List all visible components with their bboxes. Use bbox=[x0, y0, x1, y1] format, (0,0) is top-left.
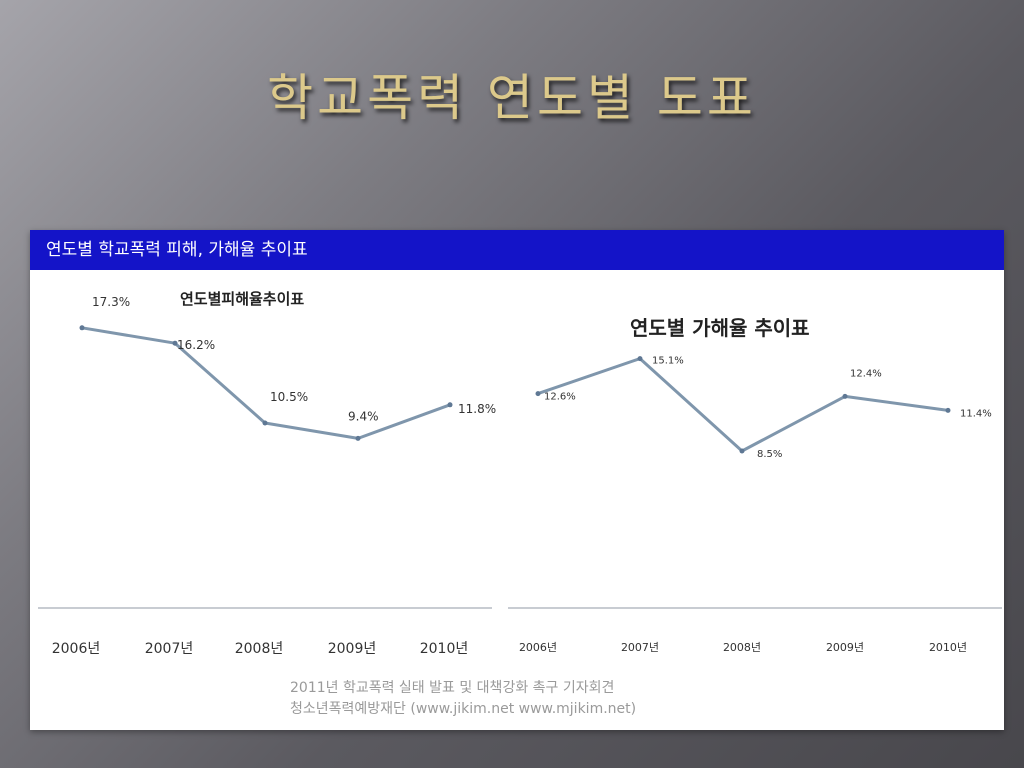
offender-x-tick-3: 2008년 bbox=[723, 641, 761, 654]
offender-data-label-2: 15.1% bbox=[652, 356, 684, 367]
offender-data-label-3: 8.5% bbox=[757, 449, 782, 460]
victim-x-tick-2: 2007년 bbox=[145, 641, 194, 657]
offender-data-label-1: 12.6% bbox=[544, 392, 576, 403]
victim-x-tick-4: 2009년 bbox=[328, 641, 377, 657]
victim-point-3 bbox=[262, 420, 268, 426]
victim-x-tick-5: 2010년 bbox=[420, 641, 469, 657]
offender-x-tick-4: 2009년 bbox=[826, 641, 864, 654]
victim-data-label-4: 9.4% bbox=[348, 409, 379, 423]
offender-point-3 bbox=[739, 448, 745, 454]
panel-header: 연도별 학교폭력 피해, 가해율 추이표 bbox=[30, 230, 1004, 270]
victim-data-label-2: 16.2% bbox=[177, 338, 215, 352]
offender-point-2 bbox=[637, 356, 643, 362]
victim-point-2 bbox=[172, 340, 178, 346]
victim-data-label-1: 17.3% bbox=[92, 295, 130, 309]
source-line-1: 2011년 학교폭력 실태 발표 및 대책강화 촉구 기자회견 bbox=[290, 680, 615, 696]
victim-x-tick-1: 2006년 bbox=[52, 641, 101, 657]
charts-canvas: 17.3% 16.2% 10.5% 9.4% 11.8% 2006년 2007년 2008년 2… bbox=[38, 295, 1002, 657]
offender-data-label-4: 12.4% bbox=[850, 368, 882, 379]
victim-data-label-5: 11.8% bbox=[458, 402, 496, 416]
source-note: 2011년 학교폭력 실태 발표 및 대책강화 촉구 기자회견 청소년폭력예방재… bbox=[290, 678, 760, 720]
victim-data-label-3: 10.5% bbox=[270, 390, 308, 404]
offender-data-label-5: 11.4% bbox=[960, 408, 992, 419]
victim-point-5 bbox=[447, 402, 453, 408]
offender-chart-title: 연도별 가해율 추이표 bbox=[630, 316, 810, 340]
offender-point-1 bbox=[535, 391, 541, 397]
offender-x-tick-5: 2010년 bbox=[929, 641, 967, 654]
victim-point-4 bbox=[355, 435, 361, 441]
chart-panel: 연도별 학교폭력 피해, 가해율 추이표 연도별피해율추이표 연도별 가해율 추… bbox=[30, 230, 1004, 730]
offender-x-tick-1: 2006년 bbox=[519, 641, 557, 654]
panel-body: 연도별피해율추이표 연도별 가해율 추이표 17.3% 16.2% 10.5% 9.4… bbox=[30, 270, 1004, 730]
victim-x-tick-3: 2008년 bbox=[235, 641, 284, 657]
source-line-2: 청소년폭력예방재단 (www.jikim.net www.mjikim.net) bbox=[290, 701, 637, 717]
offender-point-5 bbox=[945, 407, 951, 413]
victim-chart-title: 연도별피해율추이표 bbox=[180, 290, 305, 308]
offender-series-line bbox=[537, 357, 949, 453]
slide-title: 학교폭력 연도별 도표 bbox=[267, 69, 757, 127]
offender-x-tick-2: 2007년 bbox=[621, 641, 659, 654]
offender-point-4 bbox=[842, 393, 848, 399]
victim-point-1 bbox=[79, 325, 85, 331]
